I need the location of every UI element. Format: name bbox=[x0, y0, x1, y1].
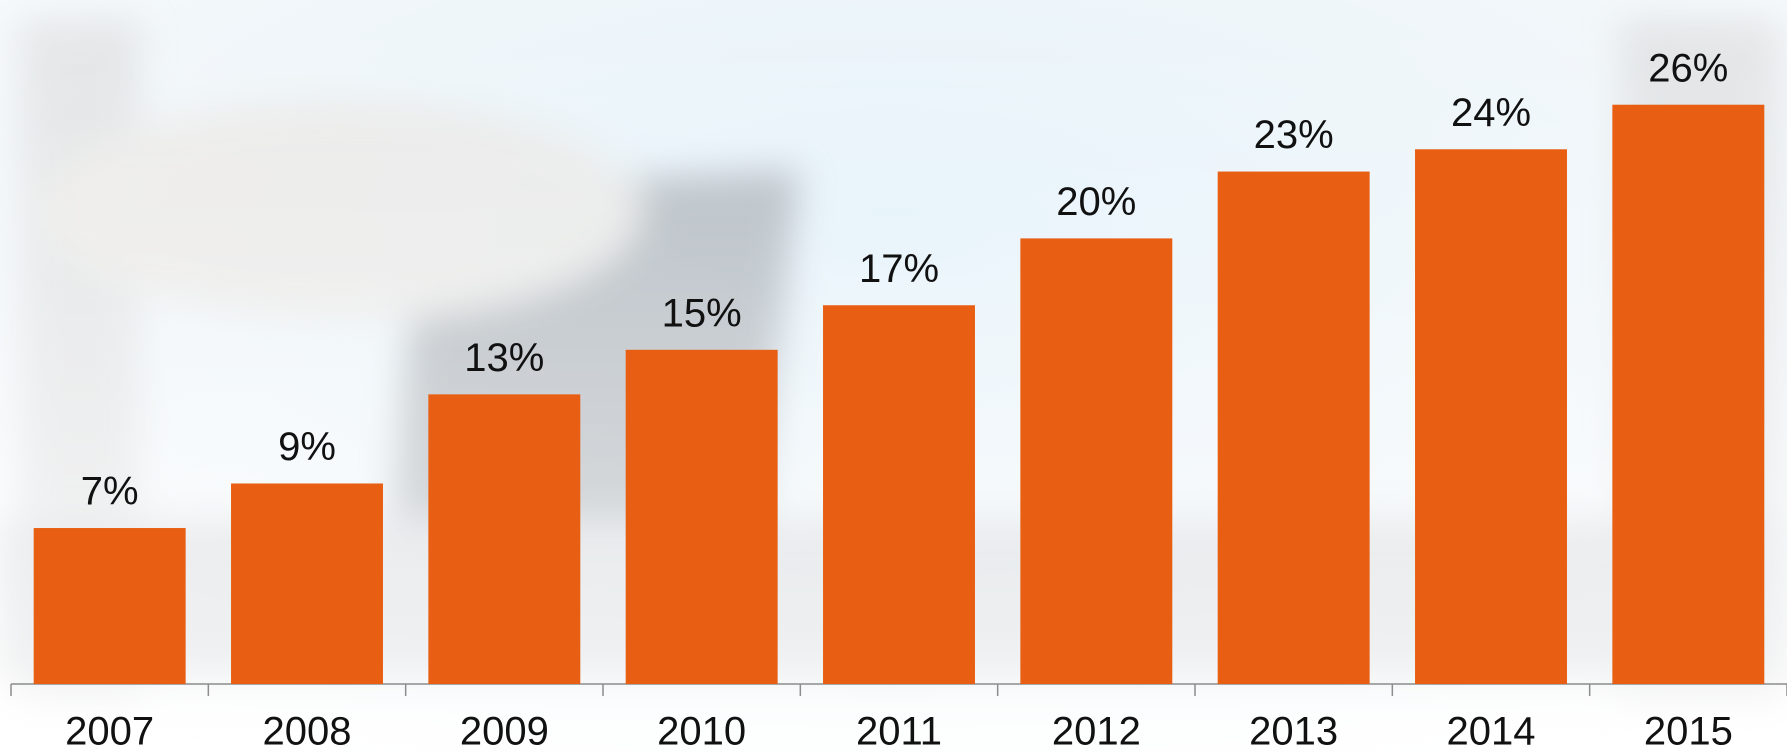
x-tick-label: 2010 bbox=[657, 710, 746, 752]
x-tick-label: 2008 bbox=[263, 710, 352, 752]
value-label: 17% bbox=[859, 247, 939, 291]
x-tick-label: 2015 bbox=[1644, 710, 1733, 752]
x-tick-label: 2014 bbox=[1447, 710, 1536, 752]
x-tick-label: 2011 bbox=[856, 710, 942, 752]
bar bbox=[1612, 105, 1764, 684]
bar bbox=[428, 394, 580, 684]
value-label: 15% bbox=[662, 291, 742, 335]
value-label: 23% bbox=[1254, 113, 1334, 157]
value-label: 9% bbox=[278, 425, 336, 469]
x-tick-label: 2012 bbox=[1052, 710, 1141, 752]
bar bbox=[626, 350, 778, 684]
x-tick-label: 2009 bbox=[460, 710, 549, 752]
value-label: 20% bbox=[1056, 180, 1136, 224]
value-label: 26% bbox=[1648, 46, 1728, 90]
bar bbox=[1020, 238, 1172, 684]
bar bbox=[231, 483, 383, 684]
x-tick-label: 2013 bbox=[1249, 710, 1338, 752]
bar bbox=[823, 305, 975, 684]
bar bbox=[1415, 149, 1567, 684]
bar bbox=[1218, 172, 1370, 684]
value-label: 7% bbox=[81, 470, 139, 514]
value-label: 24% bbox=[1451, 91, 1531, 135]
value-label: 13% bbox=[464, 336, 544, 380]
bar bbox=[34, 528, 186, 684]
x-tick-label: 2007 bbox=[65, 710, 154, 752]
chart: 7% 2007 9% 2008 13% 2009 15% 2010 17% 2011 20% 2012… bbox=[0, 0, 1787, 752]
